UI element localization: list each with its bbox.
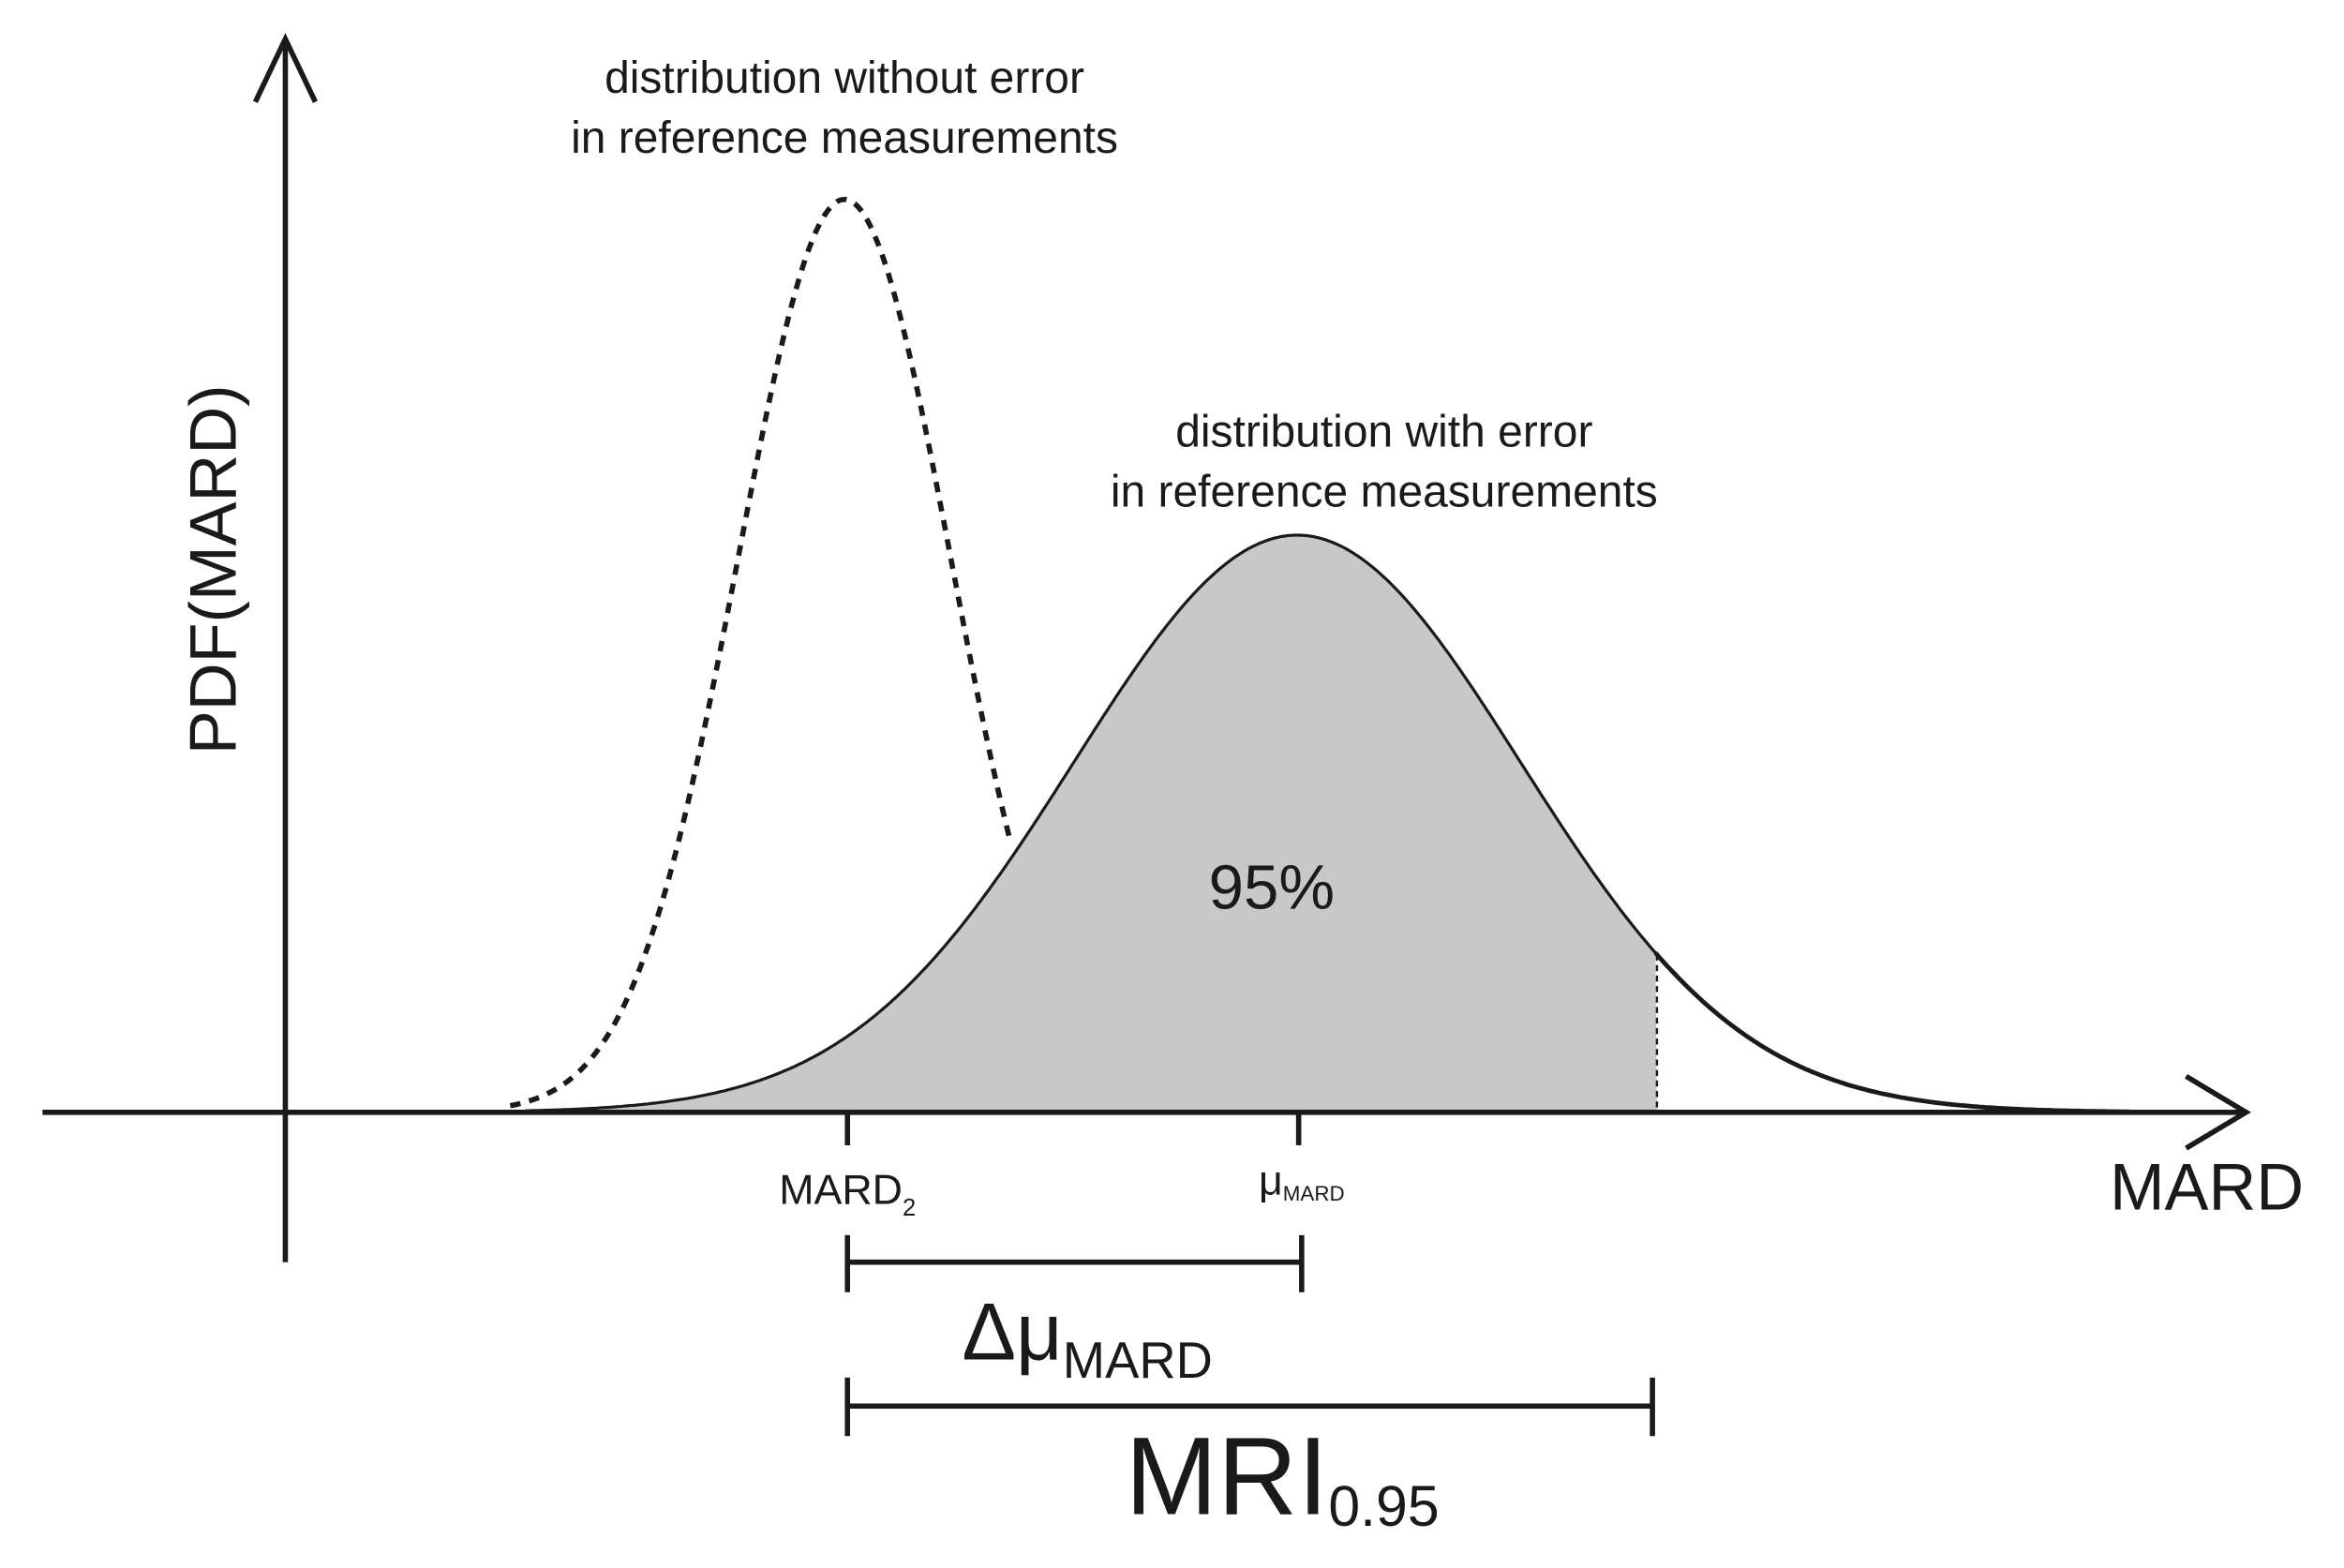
bracket-label-sub: 0.95: [1328, 1474, 1439, 1538]
curve-with-error: [525, 533, 1660, 1113]
area-label: 95%: [1209, 852, 1335, 922]
tick-label: MARD2: [779, 1166, 916, 1221]
tick-label-sub: MARD: [1283, 1182, 1345, 1205]
tick-label: μMARD: [1259, 1157, 1345, 1205]
bracket-label-main: Δμ: [962, 1288, 1062, 1378]
bracket-label-main: MRI: [1125, 1414, 1328, 1538]
tick-label-sub: 2: [903, 1195, 916, 1221]
tick-label-main: μ: [1259, 1157, 1283, 1204]
bracket-label-sub: MARD: [1063, 1332, 1213, 1389]
curve-label: distribution with error: [1175, 408, 1592, 457]
curve-label: in reference measurements: [571, 113, 1118, 163]
curve-label: distribution without error: [605, 53, 1084, 103]
y-axis-arrow: [252, 33, 318, 103]
tick-label-main: MARD: [779, 1166, 903, 1213]
x-axis-arrow: [2185, 1073, 2251, 1151]
y-axis-label: PDF(MARD): [176, 384, 250, 754]
bracket-label: MRI0.95: [1125, 1414, 1439, 1538]
curve-with-error-tail: [1653, 951, 2129, 1114]
bracket-delta-mu: [844, 1234, 1305, 1292]
shaded-area: [525, 534, 1657, 1113]
x-axis-label: MARD: [2110, 1150, 2304, 1224]
curve-without-error: [509, 197, 1014, 1109]
bracket-mri: [844, 1377, 1655, 1437]
curve-label: in reference measurements: [1111, 468, 1658, 517]
bracket-label: ΔμMARD: [962, 1288, 1213, 1389]
